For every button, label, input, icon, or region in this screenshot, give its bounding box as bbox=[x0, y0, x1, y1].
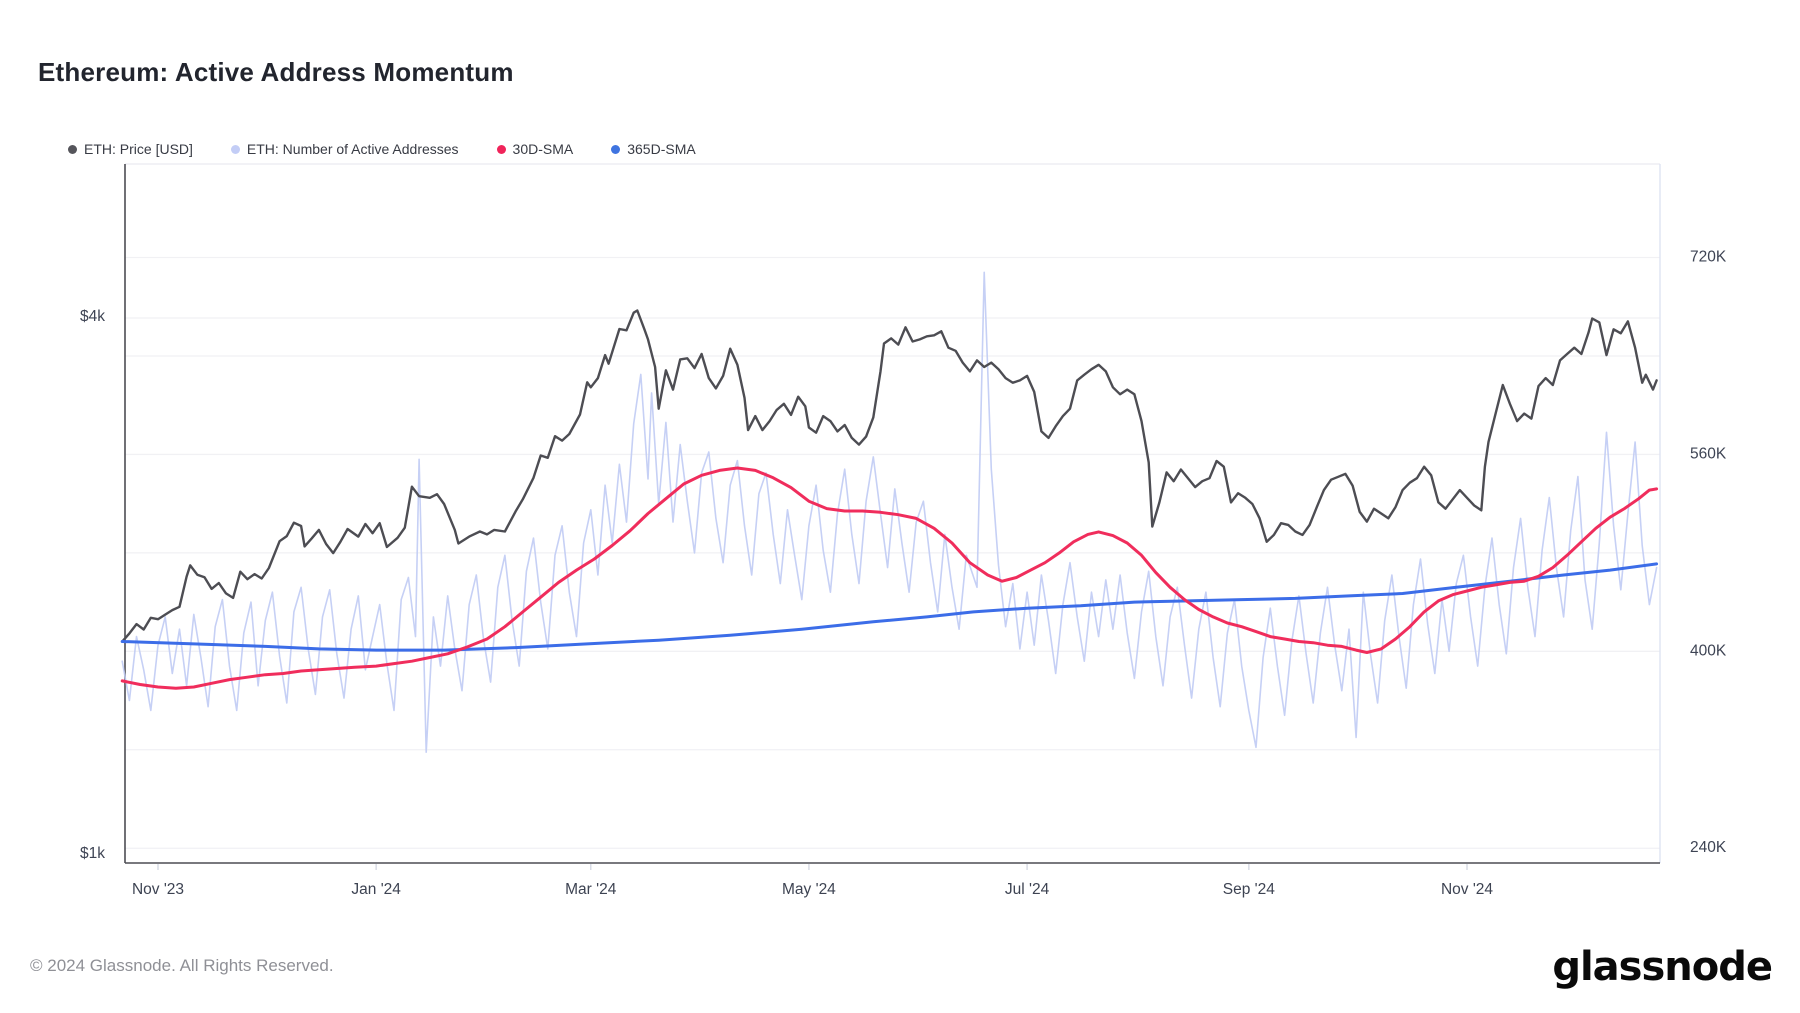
series-line-eth-number-of-active-addresses bbox=[121, 271, 1658, 754]
legend-dot-eth-price-icon bbox=[68, 144, 77, 154]
legend-item-eth-price[interactable]: ETH: Price [USD] bbox=[68, 141, 193, 157]
page-title: Ethereum: Active Address Momentum bbox=[38, 57, 514, 88]
y-right-tick-label: 400K bbox=[1690, 642, 1727, 659]
series-line-365d-sma bbox=[120, 562, 1659, 652]
legend-dot-30d-sma-icon bbox=[496, 144, 506, 154]
series-line-30d-sma bbox=[120, 466, 1659, 690]
chart-legend: ETH: Price [USD] ETH: Number of Active A… bbox=[68, 141, 696, 157]
y-left-tick-label: $4k bbox=[80, 308, 105, 325]
legend-item-30d-sma[interactable]: 30D-SMA bbox=[496, 141, 574, 157]
x-tick-label: May '24 bbox=[782, 881, 836, 898]
y-right-tick-label: 720K bbox=[1690, 249, 1727, 266]
x-tick-label: Sep '24 bbox=[1223, 881, 1275, 898]
legend-item-active-addresses[interactable]: ETH: Number of Active Addresses bbox=[230, 141, 459, 157]
x-tick-label: Jan '24 bbox=[351, 881, 401, 898]
legend-label: ETH: Price [USD] bbox=[84, 141, 193, 157]
copyright-text: © 2024 Glassnode. All Rights Reserved. bbox=[30, 956, 334, 975]
legend-dot-active-addresses-icon bbox=[230, 144, 240, 154]
x-tick-label: Nov '23 bbox=[132, 881, 184, 898]
glassnode-logo: glassnode bbox=[1552, 944, 1773, 990]
legend-dot-365d-sma-icon bbox=[611, 144, 621, 154]
x-tick-label: Mar '24 bbox=[565, 881, 617, 898]
y-left-tick-label: $1k bbox=[80, 845, 105, 862]
legend-label: ETH: Number of Active Addresses bbox=[246, 141, 459, 157]
y-right-tick-label: 240K bbox=[1690, 839, 1727, 856]
legend-label: 365D-SMA bbox=[627, 141, 696, 157]
legend-label: 30D-SMA bbox=[512, 141, 574, 157]
legend-item-365d-sma[interactable]: 365D-SMA bbox=[611, 141, 696, 157]
y-right-tick-label: 560K bbox=[1690, 445, 1727, 462]
series-line-eth-price-usd- bbox=[120, 309, 1658, 643]
x-tick-label: Jul '24 bbox=[1005, 881, 1050, 898]
x-tick-label: Nov '24 bbox=[1441, 881, 1493, 898]
